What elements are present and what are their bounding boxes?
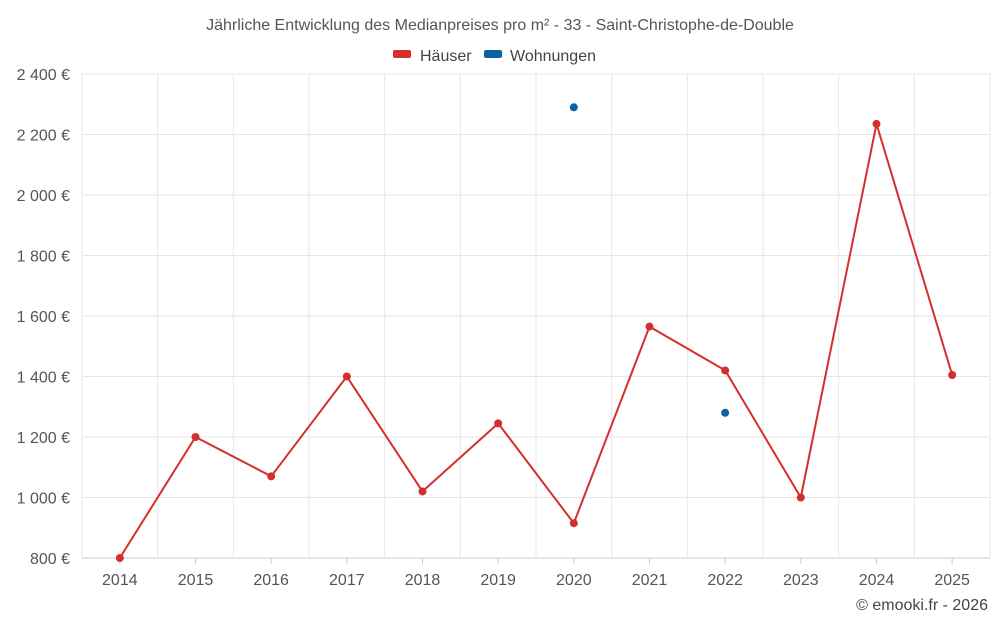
chart-title: Jährliche Entwicklung des Medianpreises … [206, 17, 794, 34]
legend-swatch-haeuser [393, 50, 411, 58]
x-tick-label: 2021 [632, 572, 668, 589]
x-axis: 2014 2015 2016 2017 2018 2019 2020 2021 2022 2023… [102, 558, 970, 589]
data-point-wohnungen[interactable] [569, 103, 578, 112]
x-tick-label: 2020 [556, 572, 592, 589]
y-tick-label: 2 200 € [17, 128, 70, 145]
data-point-haeuser[interactable] [418, 487, 427, 496]
y-axis: 800 € 1 000 € 1 200 € 1 400 € 1 600 € 1 800 €… [17, 67, 70, 568]
series-layer [115, 103, 957, 562]
grid [81, 73, 991, 559]
legend-swatch-wohnungen [484, 50, 502, 58]
legend-label-haeuser: Häuser [420, 48, 472, 65]
x-tick-label: 2016 [253, 572, 289, 589]
y-tick-label: 1 000 € [17, 491, 70, 508]
data-point-haeuser[interactable] [872, 119, 881, 128]
data-point-haeuser[interactable] [721, 366, 730, 375]
data-point-haeuser[interactable] [494, 419, 503, 428]
x-tick-label: 2015 [178, 572, 214, 589]
x-tick-label: 2014 [102, 572, 138, 589]
y-tick-label: 800 € [30, 551, 70, 568]
y-tick-label: 1 600 € [17, 309, 70, 326]
data-point-haeuser[interactable] [115, 554, 124, 562]
x-tick-label: 2022 [707, 572, 743, 589]
y-tick-label: 1 800 € [17, 249, 70, 266]
y-tick-label: 1 200 € [17, 430, 70, 447]
x-tick-label: 2019 [480, 572, 516, 589]
data-point-haeuser[interactable] [569, 519, 578, 528]
legend-item-haeuser[interactable]: Häuser [393, 48, 472, 65]
legend-item-wohnungen[interactable]: Wohnungen [484, 48, 596, 65]
data-point-haeuser[interactable] [645, 322, 654, 331]
y-tick-label: 1 400 € [17, 370, 70, 387]
x-tick-label: 2023 [783, 572, 819, 589]
y-tick-label: 2 000 € [17, 188, 70, 205]
data-point-haeuser[interactable] [267, 472, 276, 481]
x-tick-label: 2017 [329, 572, 365, 589]
y-tick-label: 2 400 € [17, 67, 70, 84]
x-tick-label: 2018 [405, 572, 441, 589]
data-point-haeuser[interactable] [191, 433, 200, 441]
x-tick-label: 2025 [934, 572, 970, 589]
data-point-haeuser[interactable] [342, 372, 351, 381]
data-point-wohnungen[interactable] [721, 408, 730, 417]
credit-text: © emooki.fr - 2026 [856, 597, 988, 614]
legend: Häuser Wohnungen [393, 48, 596, 65]
data-point-haeuser[interactable] [948, 370, 957, 379]
x-tick-label: 2024 [859, 572, 895, 589]
legend-label-wohnungen: Wohnungen [510, 48, 596, 65]
data-point-haeuser[interactable] [796, 493, 805, 502]
series-line-haeuser [118, 122, 954, 559]
